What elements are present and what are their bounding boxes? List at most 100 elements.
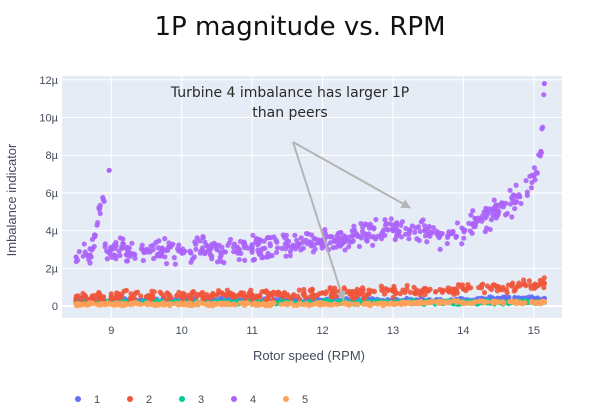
data-point xyxy=(194,235,200,241)
data-point xyxy=(73,258,79,265)
plot-area xyxy=(62,76,562,318)
data-point xyxy=(500,287,506,293)
data-point xyxy=(287,253,293,259)
legend-marker-4 xyxy=(231,396,237,402)
data-point xyxy=(150,242,156,248)
data-point xyxy=(85,253,91,259)
data-point xyxy=(232,302,238,308)
data-point xyxy=(179,250,185,256)
data-point xyxy=(308,287,314,293)
data-point xyxy=(500,294,506,300)
data-point xyxy=(119,291,125,297)
data-point xyxy=(221,249,227,255)
data-point xyxy=(76,249,82,255)
data-point xyxy=(513,193,519,199)
data-point xyxy=(199,292,205,298)
data-point xyxy=(469,300,475,306)
data-point xyxy=(388,216,394,222)
data-point xyxy=(258,250,264,257)
data-point xyxy=(251,256,258,263)
data-point xyxy=(366,302,373,309)
data-point xyxy=(138,293,144,299)
data-point xyxy=(494,288,500,294)
legend-label-3: 3 xyxy=(198,394,204,406)
data-point xyxy=(338,240,345,246)
data-point xyxy=(393,291,399,297)
y-tick-label: 0 xyxy=(52,301,58,313)
annotation-arrowhead xyxy=(400,199,411,209)
data-point xyxy=(194,294,200,300)
data-point xyxy=(341,285,347,291)
data-point xyxy=(298,247,304,253)
data-point xyxy=(260,300,266,307)
data-point xyxy=(221,260,227,266)
data-point xyxy=(397,291,403,297)
data-point xyxy=(429,299,435,305)
data-point xyxy=(171,255,177,261)
data-point xyxy=(110,301,116,308)
data-point xyxy=(360,287,366,293)
data-point xyxy=(470,208,476,214)
data-point xyxy=(526,294,532,300)
data-point xyxy=(333,237,339,243)
data-point xyxy=(182,302,188,308)
data-point xyxy=(375,300,381,307)
data-point xyxy=(349,238,356,245)
data-point xyxy=(259,246,265,252)
data-point xyxy=(166,240,172,246)
data-point xyxy=(371,233,377,240)
data-point xyxy=(482,215,488,221)
annotation-text: Turbine 4 imbalance has larger 1P xyxy=(170,85,409,101)
data-point xyxy=(249,242,255,248)
data-point xyxy=(246,290,252,296)
data-point xyxy=(249,296,255,302)
data-point xyxy=(97,210,103,217)
data-point xyxy=(536,152,542,158)
x-tick-label: 13 xyxy=(387,325,399,337)
data-point xyxy=(90,245,96,252)
data-point xyxy=(292,232,298,238)
data-point xyxy=(309,232,315,238)
data-point xyxy=(422,233,429,239)
data-point xyxy=(425,300,431,306)
data-point xyxy=(214,259,221,265)
data-point xyxy=(382,217,388,223)
y-tick-label: 10µ xyxy=(39,112,58,124)
annotation-arrow-line xyxy=(292,141,345,301)
data-point xyxy=(96,294,102,301)
legend-marker-1 xyxy=(75,396,81,402)
data-point xyxy=(319,242,325,249)
data-point xyxy=(478,285,484,291)
data-point xyxy=(127,253,133,259)
data-point xyxy=(436,299,442,305)
data-point xyxy=(165,291,171,297)
plot-background xyxy=(62,76,562,318)
data-point xyxy=(352,227,358,234)
data-point xyxy=(200,234,206,240)
data-point xyxy=(468,285,474,291)
data-point xyxy=(188,259,194,265)
data-point xyxy=(444,240,450,247)
data-point xyxy=(156,301,162,308)
data-point xyxy=(86,302,92,308)
data-point xyxy=(253,293,259,299)
data-point xyxy=(74,301,80,307)
data-point xyxy=(263,289,269,295)
data-point xyxy=(187,302,193,308)
data-point xyxy=(175,246,181,252)
data-point xyxy=(402,301,408,307)
series-5 xyxy=(73,298,547,309)
data-point xyxy=(298,235,304,241)
data-point xyxy=(108,244,114,251)
data-point xyxy=(156,238,162,244)
legend[interactable]: 1 2 3 4 5 xyxy=(75,394,308,406)
data-point xyxy=(453,234,459,240)
data-point xyxy=(495,284,501,290)
y-tick-label: 2µ xyxy=(46,263,59,275)
data-point xyxy=(503,200,509,206)
data-point xyxy=(342,247,348,253)
data-point xyxy=(236,292,243,298)
data-point xyxy=(207,252,214,258)
data-point xyxy=(355,301,361,307)
y-axis-title: Imbalance indicator xyxy=(4,143,19,256)
